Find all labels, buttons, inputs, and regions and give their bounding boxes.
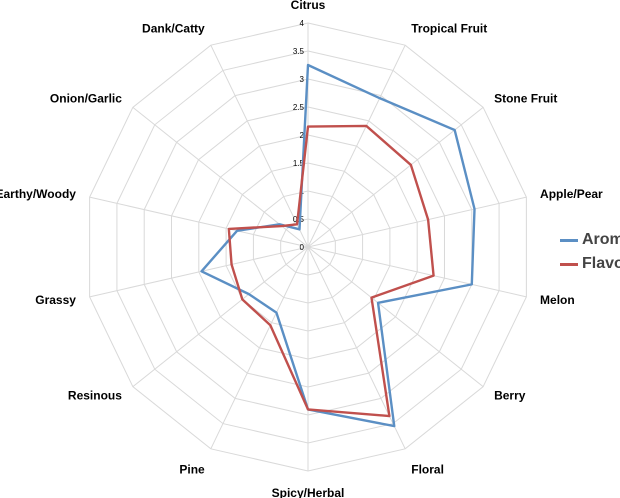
- category-label: Earthy/Woody: [0, 187, 76, 201]
- grid-spoke: [210, 44, 309, 248]
- legend-swatch-aroma: [560, 238, 578, 242]
- radar-grid: [89, 22, 527, 472]
- category-label: Resinous: [68, 388, 122, 402]
- grid-spoke: [307, 246, 484, 388]
- grid-spoke: [89, 196, 309, 248]
- category-label: Citrus: [291, 0, 326, 12]
- category-label: Berry: [494, 388, 526, 402]
- category-label: Stone Fruit: [494, 92, 557, 106]
- grid-spoke: [307, 246, 527, 298]
- category-label: Pine: [179, 462, 205, 476]
- tick-label: 1.5: [293, 159, 305, 168]
- grid-spoke: [307, 106, 484, 248]
- category-labels: Citrus Tropical Fruit Stone Fruit Apple/Pea…: [0, 0, 603, 498]
- category-label: Dank/Catty: [142, 22, 205, 36]
- grid-spoke: [307, 44, 406, 248]
- legend-item-flavor: Flavor: [560, 252, 620, 276]
- grid-spoke: [307, 196, 527, 248]
- tick-label: 3.5: [293, 47, 305, 56]
- category-label: Onion/Garlic: [50, 92, 122, 106]
- legend-item-aroma: Aroma: [560, 228, 620, 252]
- grid-spoke: [132, 246, 309, 388]
- category-label: Tropical Fruit: [411, 22, 487, 36]
- legend-label-flavor: Flavor: [582, 255, 620, 272]
- series-lines: [200, 63, 476, 428]
- series-line-flavor: [227, 124, 435, 418]
- legend: Aroma Flavor: [560, 228, 620, 276]
- tick-label: 2.5: [293, 103, 305, 112]
- category-label: Melon: [540, 293, 575, 307]
- category-label: Spicy/Herbal: [272, 486, 345, 498]
- legend-label-aroma: Aroma: [582, 231, 620, 248]
- tick-label: 4: [300, 19, 305, 28]
- category-label: Apple/Pear: [540, 187, 603, 201]
- tick-label: 2: [300, 131, 305, 140]
- category-label: Grassy: [35, 293, 76, 307]
- grid-spoke: [89, 246, 309, 298]
- category-label: Floral: [411, 462, 444, 476]
- grid-spoke: [210, 246, 309, 450]
- tick-label: 3: [300, 75, 305, 84]
- legend-swatch-flavor: [560, 262, 578, 266]
- series-line-aroma: [200, 63, 476, 428]
- tick-label: 0: [300, 243, 305, 252]
